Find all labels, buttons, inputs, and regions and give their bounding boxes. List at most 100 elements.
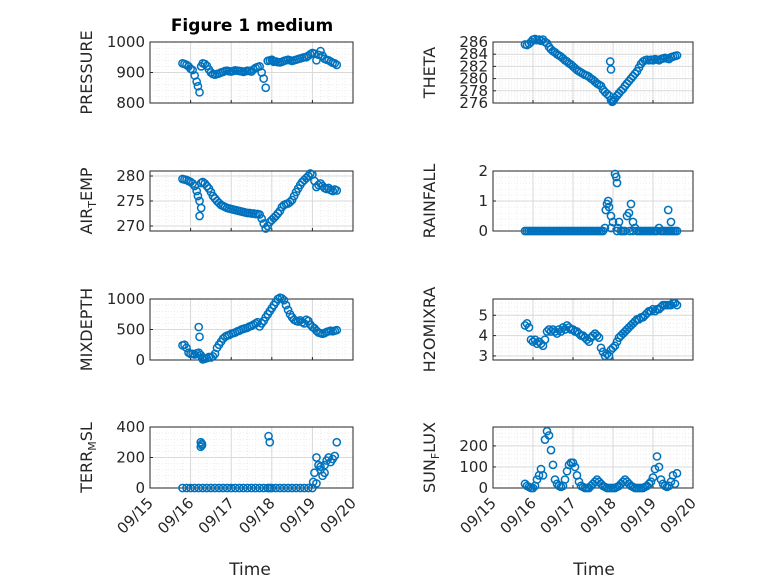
data-point	[316, 46, 325, 56]
data-point	[208, 351, 218, 361]
data-point	[275, 483, 285, 493]
data-point	[648, 304, 658, 314]
data-point	[672, 468, 682, 478]
y-tick-label: 284	[459, 45, 488, 63]
data-point	[193, 81, 203, 91]
data-point	[614, 217, 624, 227]
data-point	[273, 209, 283, 218]
data-point	[195, 211, 204, 221]
data-point	[596, 343, 606, 353]
data-point	[197, 440, 207, 450]
subplot-h2omixra: 3 4 5 H2OMIXRA	[420, 287, 694, 372]
data-point	[670, 298, 680, 308]
data-point	[271, 483, 281, 493]
x-tick-label: 09/15	[457, 494, 500, 537]
data-point	[314, 460, 323, 470]
data-point	[550, 475, 560, 484]
data-point	[611, 172, 621, 182]
data-point	[218, 483, 228, 493]
x-axis-label-left: Time	[228, 560, 271, 580]
y-tick-label: 280	[459, 70, 488, 88]
data-point	[312, 453, 321, 462]
data-point	[672, 51, 682, 60]
data-point	[672, 300, 682, 310]
subplot-air_temp: 270 275 280 AIRTEMP	[77, 167, 354, 235]
data-point	[192, 186, 202, 196]
y-axis-label: THETA	[420, 47, 439, 99]
data-point	[251, 483, 260, 493]
data-point	[644, 479, 654, 489]
data-point	[628, 226, 638, 236]
data-point	[283, 483, 293, 493]
y-axis-label: SUNFLUX	[420, 422, 442, 493]
data-point	[206, 483, 216, 493]
data-point	[560, 475, 570, 484]
data-point	[616, 226, 626, 236]
data-point	[287, 483, 297, 493]
y-axis-label: PRESSURE	[77, 30, 96, 114]
y-tick-label: 3	[478, 347, 488, 365]
data-point	[265, 483, 275, 493]
data-point	[600, 351, 610, 361]
data-point	[182, 483, 191, 493]
data-point	[198, 483, 208, 493]
data-point	[265, 437, 275, 447]
subplot-rainfall: 0 1 2 RAINFALL	[420, 162, 694, 240]
data-point	[210, 483, 220, 493]
x-tick-label: 09/16	[154, 494, 197, 537]
data-point	[542, 426, 552, 436]
y-tick-label: 200	[459, 437, 488, 455]
data-point	[202, 181, 212, 191]
data-point	[532, 475, 542, 484]
y-tick-label: 2	[478, 162, 488, 180]
data-point	[194, 322, 204, 332]
data-point	[324, 453, 333, 462]
data-point	[200, 59, 210, 69]
data-point	[652, 452, 662, 461]
data-point	[188, 65, 197, 75]
data-point	[320, 468, 329, 478]
data-point	[624, 208, 634, 218]
data-point	[524, 323, 534, 332]
data-point	[195, 87, 204, 97]
y-tick-label: 278	[459, 82, 488, 100]
data-point	[277, 294, 287, 303]
subplot-terr_msl: 0 200 400 TERRMSL 09/1509/1609/1709/1809/190…	[77, 418, 360, 537]
data-point	[214, 483, 224, 493]
x-tick-label: 09/18	[577, 494, 620, 537]
data-point	[330, 451, 340, 461]
data-point	[594, 333, 604, 342]
y-tick-label: 280	[116, 167, 145, 185]
data-point	[654, 462, 664, 472]
data-point	[255, 483, 264, 493]
data-point	[295, 483, 305, 493]
data-point	[226, 483, 236, 493]
data-point	[303, 483, 313, 493]
data-point	[604, 202, 614, 212]
y-axis-label: RAINFALL	[420, 164, 439, 239]
data-point	[670, 479, 680, 489]
data-point	[592, 331, 602, 340]
data-point	[283, 305, 293, 315]
data-point	[605, 57, 615, 66]
data-point	[196, 203, 206, 213]
subplot-pressure: 800 900 1000 PRESSURE	[77, 30, 354, 115]
y-tick-label: 275	[116, 192, 145, 210]
data-point	[291, 483, 301, 493]
data-point	[666, 217, 676, 227]
data-point	[186, 483, 195, 493]
data-point	[606, 65, 616, 74]
subplot-sun_flux: 0 100 200 SUNFLUX 09/1509/1609/1709/1809/190…	[420, 422, 700, 537]
y-tick-label: 0	[478, 222, 488, 240]
x-tick-label: 09/15	[114, 494, 157, 537]
data-point	[663, 205, 673, 215]
data-point	[299, 483, 309, 493]
y-tick-label: 270	[116, 217, 145, 235]
x-tick-label: 09/16	[497, 494, 540, 537]
y-tick-label: 900	[116, 64, 145, 82]
data-point	[548, 460, 558, 470]
x-tick-label: 09/17	[537, 494, 580, 537]
data-point	[259, 483, 269, 493]
figure-title: Figure 1 medium	[171, 16, 333, 36]
